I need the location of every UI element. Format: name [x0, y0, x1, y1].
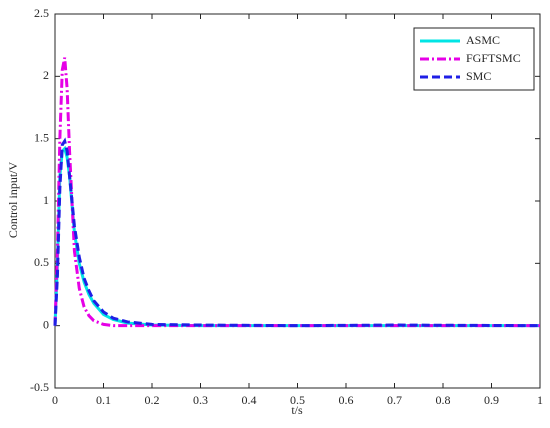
x-tick-label: 0.6	[339, 393, 354, 407]
y-tick-label: 1	[43, 193, 49, 207]
series-line	[53, 137, 541, 328]
legend-label: FGFTSMC	[466, 51, 521, 65]
y-tick-label: 0	[43, 317, 49, 331]
x-axis-label: t/s	[291, 403, 303, 417]
x-tick-label: 0.5	[290, 393, 305, 407]
legend-label: SMC	[466, 69, 491, 83]
x-tick-label: 0.1	[96, 393, 111, 407]
x-tick-label: 0.9	[484, 393, 499, 407]
x-tick-label: 0.7	[387, 393, 402, 407]
x-tick-label: 0.3	[193, 393, 208, 407]
y-tick-label: 2	[43, 68, 49, 82]
x-tick-label: 1	[537, 393, 543, 407]
series-line	[53, 57, 540, 328]
legend-label: ASMC	[466, 33, 500, 47]
y-tick-label: 2.5	[34, 6, 49, 20]
y-axis-label: Control input/V	[6, 162, 20, 239]
y-tick-label: 1.5	[34, 130, 49, 144]
y-tick-label: 0.5	[34, 255, 49, 269]
x-tick-label: 0.4	[242, 393, 257, 407]
x-tick-label: 0	[52, 393, 58, 407]
x-tick-label: 0.2	[145, 393, 160, 407]
y-tick-label: -0.5	[30, 380, 49, 394]
x-tick-label: 0.8	[436, 393, 451, 407]
